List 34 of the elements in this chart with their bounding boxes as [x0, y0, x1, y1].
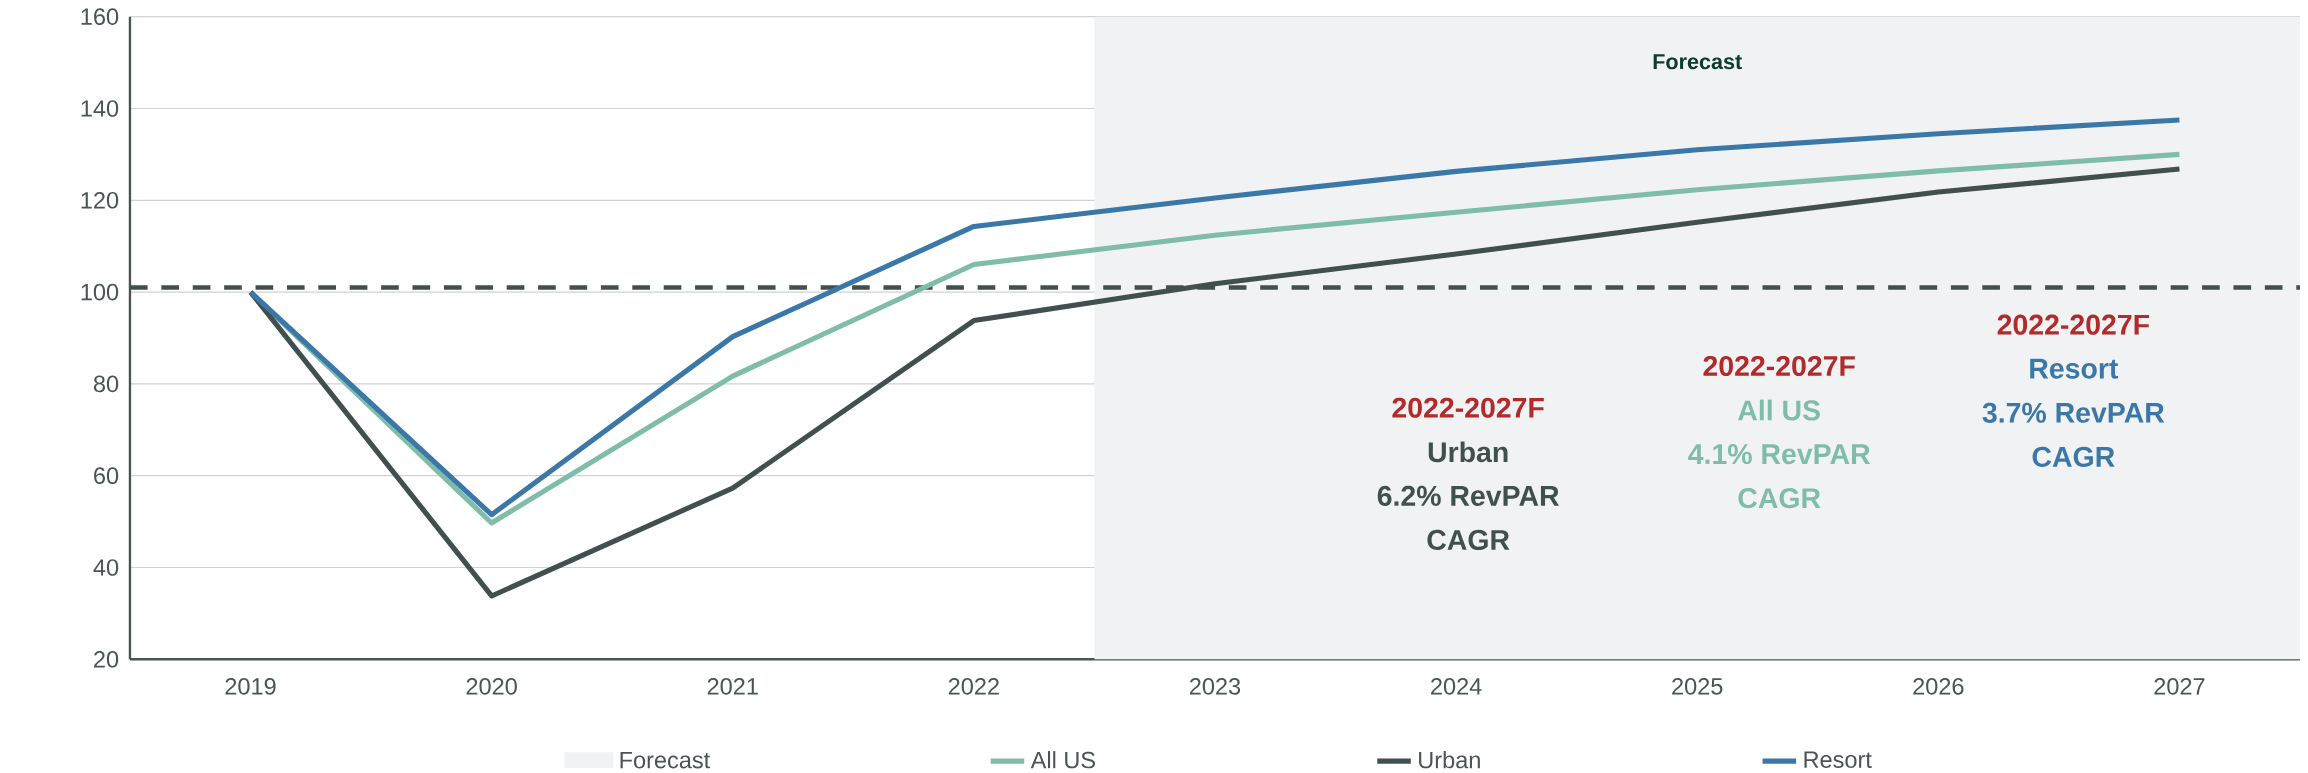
annotation: CAGR: [1738, 488, 1821, 509]
x-tick-label: 2022: [948, 677, 999, 695]
annotation: 4.1% RevPAR: [1688, 444, 1871, 465]
annotation: CAGR: [1427, 529, 1510, 550]
legend-label: Urban: [1419, 751, 1480, 769]
annotation: Urban: [1428, 441, 1508, 463]
x-tick-label: 2027: [2154, 677, 2205, 695]
y-tick-label: 80: [93, 375, 119, 393]
annotation: 2022-2027F: [1997, 314, 2149, 335]
annotation: 3.7% RevPAR: [1982, 402, 2165, 423]
x-tick-label: 2020: [466, 677, 517, 695]
x-tick-label: 2023: [1189, 677, 1241, 695]
annotation: All US: [1738, 399, 1820, 421]
legend-label: Resort: [1804, 751, 1872, 768]
annotation: 2022-2027F: [1703, 355, 1855, 377]
text: Forecast: [620, 751, 711, 769]
x-tick-label: 2025: [1672, 677, 1723, 695]
annotation: CAGR: [2032, 446, 2115, 467]
annotation: Resort: [2030, 358, 2119, 379]
band-label: Forecast: [1653, 54, 1742, 70]
x-tick-label: 2026: [1913, 677, 1964, 695]
y-tick-label: 20: [94, 650, 119, 668]
y-tick-label: 120: [81, 191, 119, 209]
x-tick-label: 2024: [1431, 677, 1482, 695]
x-tick-label: 2021: [707, 677, 758, 695]
y-tick-label: 160: [81, 8, 119, 25]
annotation: 2022-2027F: [1392, 397, 1544, 418]
annotation: 6.2% RevPAR: [1377, 485, 1560, 506]
x-tick-label: 2019: [225, 677, 276, 695]
y-tick-label: 100: [81, 283, 119, 301]
y-tick-label: 140: [81, 100, 119, 117]
y-tick-label: 40: [93, 559, 119, 576]
y-tick-label: 60: [94, 467, 119, 484]
legend-label: All US: [1030, 751, 1095, 769]
